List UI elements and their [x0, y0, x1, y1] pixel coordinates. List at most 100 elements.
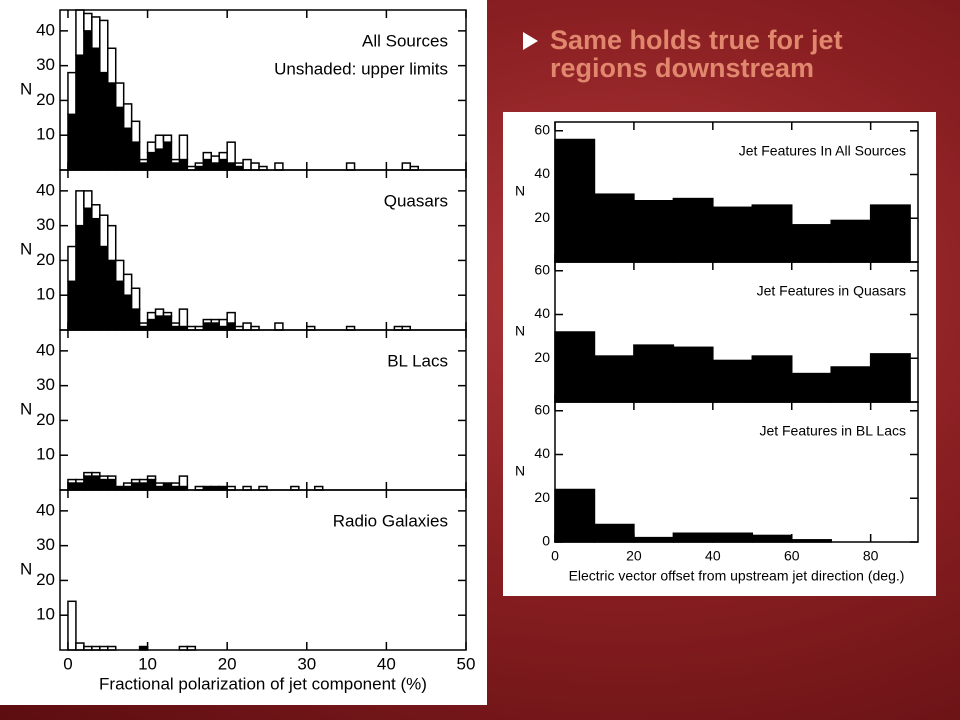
x-tick-label: 40	[377, 654, 396, 673]
panel-label: All Sources	[362, 31, 448, 50]
bar	[75, 224, 85, 331]
panel-label: BL Lacs	[387, 351, 448, 370]
bar	[554, 331, 596, 403]
bar	[672, 197, 714, 263]
bar	[633, 200, 675, 263]
y-tick-label: 20	[36, 570, 55, 589]
bar	[114, 280, 125, 331]
y-tick-label: 30	[36, 215, 55, 234]
y-tick-label: 60	[534, 121, 550, 137]
plot-frame	[554, 401, 919, 543]
bar	[99, 245, 109, 331]
y-tick-label: 20	[36, 250, 55, 269]
bar	[138, 482, 149, 491]
bar	[869, 353, 911, 403]
bar	[162, 315, 173, 331]
x-axis-label: Electric vector offset from upstream jet…	[569, 568, 905, 584]
bar	[226, 311, 236, 324]
x-tick-label: 10	[138, 654, 157, 673]
bar	[250, 162, 260, 171]
y-tick-label: 10	[36, 605, 55, 624]
y-tick-label: 10	[36, 445, 55, 464]
panel-label: Jet Features in Quasars	[757, 283, 906, 299]
bar	[83, 207, 93, 331]
x-tick-label: 20	[218, 654, 237, 673]
bar	[91, 471, 101, 477]
bar	[146, 475, 157, 481]
bar	[401, 162, 412, 171]
bar	[130, 308, 141, 331]
y-tick-label: 10	[36, 125, 55, 144]
y-axis-label: N	[20, 79, 32, 98]
y-tick-label: 30	[36, 55, 55, 74]
bar	[83, 12, 93, 32]
bar	[790, 372, 832, 403]
bar	[751, 204, 793, 263]
bar	[162, 311, 173, 317]
bar	[83, 30, 93, 171]
y-tick-label: 20	[534, 349, 550, 365]
bar	[210, 318, 220, 324]
bar	[75, 478, 85, 484]
bar	[593, 523, 635, 543]
y-tick-label: 40	[36, 500, 55, 519]
bar	[554, 488, 596, 543]
panel-label: Quasars	[384, 191, 448, 210]
panel-label: Unshaded: upper limits	[274, 59, 448, 78]
bar	[138, 162, 149, 171]
bar	[170, 158, 181, 164]
bar	[178, 158, 189, 171]
bar	[91, 47, 101, 171]
bar	[146, 151, 157, 171]
bar	[869, 204, 911, 263]
y-tick-label: 40	[36, 340, 55, 359]
bar	[830, 366, 872, 403]
bar	[107, 475, 117, 481]
bar	[138, 322, 149, 328]
y-tick-label: 40	[36, 180, 55, 199]
bar	[162, 134, 173, 143]
bar	[83, 471, 93, 477]
bar	[99, 475, 109, 481]
bar	[154, 315, 165, 331]
bar	[751, 534, 793, 543]
bar	[91, 475, 101, 491]
panel-label: Radio Galaxies	[333, 511, 448, 530]
bar	[67, 280, 77, 331]
bar	[91, 217, 101, 331]
x-tick-label: 50	[457, 654, 476, 673]
y-tick-label: 20	[534, 489, 550, 505]
bar	[75, 482, 85, 491]
bar	[130, 478, 141, 484]
plot-frame	[59, 489, 467, 651]
bar	[170, 482, 181, 488]
bar	[633, 344, 675, 403]
bar	[138, 158, 149, 164]
bar	[91, 16, 101, 50]
bar	[75, 54, 85, 171]
bar	[162, 141, 173, 171]
y-tick-label: 40	[534, 165, 550, 181]
bar	[202, 158, 213, 171]
bar	[790, 224, 832, 263]
bar	[114, 259, 125, 283]
bar	[202, 151, 213, 161]
bar	[162, 482, 173, 491]
bar	[146, 311, 157, 321]
bar	[712, 359, 754, 403]
bar	[194, 162, 205, 168]
bar	[67, 482, 77, 491]
bar	[154, 482, 165, 488]
bar	[210, 155, 220, 164]
bar	[672, 346, 714, 403]
x-tick-label: 20	[626, 548, 642, 564]
bar	[178, 308, 189, 328]
y-axis-label: N	[515, 183, 525, 199]
y-axis-label: N	[515, 463, 525, 479]
bar	[122, 482, 133, 488]
bar	[154, 134, 165, 150]
bar	[234, 162, 244, 168]
bar	[67, 71, 77, 116]
bar	[274, 162, 284, 171]
